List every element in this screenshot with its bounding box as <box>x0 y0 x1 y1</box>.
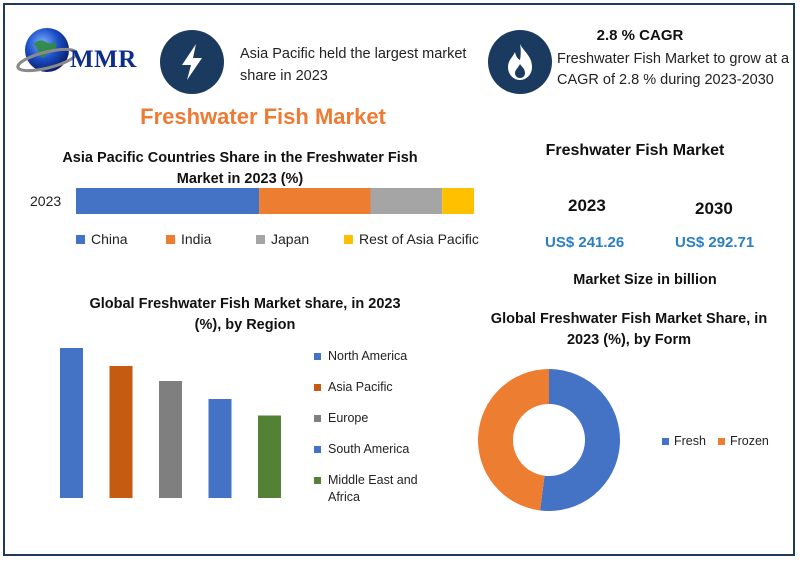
legend-label: Fresh <box>674 434 706 448</box>
legend-swatch <box>76 234 85 244</box>
form-donut-chart <box>478 369 621 511</box>
stacked-bar-legend: China India Japan Rest of Asia Pacific <box>76 231 496 251</box>
legend-swatch <box>662 438 669 445</box>
region-bar-south-america <box>208 399 232 498</box>
region-legend: North America Asia Pacific Europe South Ame… <box>314 348 434 520</box>
legend-item-rest-of-asia-pacific: Rest of Asia Pacific <box>344 231 479 247</box>
legend-label: Japan <box>271 231 310 247</box>
legend-label: Europe <box>328 411 369 425</box>
legend-label: Middle East and Africa <box>328 473 418 504</box>
legend-item-fresh: Fresh <box>662 433 706 450</box>
donut-slice-fresh <box>540 369 621 511</box>
region-bar-middle-east-and-africa <box>258 415 281 498</box>
legend-item-frozen: Frozen <box>717 433 769 450</box>
legend-swatch <box>314 446 321 453</box>
stacked-bar-year-label: 2023 <box>30 193 62 209</box>
mmr-logo: MMR <box>14 20 154 90</box>
legend-item-japan: Japan <box>256 231 309 247</box>
legend-item-asia-pacific: Asia Pacific <box>314 379 434 396</box>
legend-item-india: India <box>166 231 211 247</box>
stacked-segment-japan <box>370 188 443 214</box>
value-2023: US$ 241.26 <box>545 234 625 251</box>
legend-swatch <box>314 384 321 391</box>
legend-label: India <box>181 231 212 247</box>
form-chart-title: Global Freshwater Fish Market Share, in … <box>490 311 768 348</box>
region-bar-asia-pacific <box>109 366 133 498</box>
legend-swatch <box>314 477 321 484</box>
main-title: Freshwater Fish Market <box>140 104 386 129</box>
region-bar-europe <box>159 381 182 498</box>
infographic-frame <box>3 3 795 556</box>
legend-label: South America <box>328 442 410 456</box>
country-share-title: Asia Pacific Countries Share in the Fres… <box>62 150 418 187</box>
legend-label: Asia Pacific <box>328 380 393 394</box>
legend-item-south-america: South America <box>314 441 434 458</box>
market-size-title: Freshwater Fish Market <box>545 142 725 159</box>
year-2023-label: 2023 <box>568 196 606 215</box>
legend-label: Frozen <box>729 434 769 448</box>
form-legend: Fresh Frozen <box>662 433 782 450</box>
legend-label: North America <box>328 349 408 363</box>
legend-item-middle-east-and-africa: Middle East and Africa <box>314 472 434 506</box>
legend-swatch <box>314 353 321 360</box>
stacked-segment-china <box>76 188 260 214</box>
year-2030-label: 2030 <box>695 199 733 218</box>
legend-swatch <box>256 234 265 244</box>
region-bar-north-america <box>60 348 83 498</box>
legend-item-china: China <box>76 231 128 247</box>
value-2030: US$ 292.71 <box>675 234 755 251</box>
market-size-unit: Market Size in billion <box>573 272 717 288</box>
legend-item-europe: Europe <box>314 410 434 427</box>
asia-pacific-note: Asia Pacific held the largest market sha… <box>240 46 467 84</box>
stacked-segment-rest-of-asia-pacific <box>442 188 474 214</box>
stacked-segment-india <box>259 188 371 214</box>
legend-swatch <box>314 415 321 422</box>
stacked-bar-chart <box>76 188 474 214</box>
legend-swatch <box>166 234 175 244</box>
cagr-title: 2.8 % CAGR <box>596 27 684 44</box>
region-chart-title: Global Freshwater Fish Market share, in … <box>89 296 401 333</box>
lightning-icon <box>160 30 224 94</box>
brand-name: MMR <box>70 46 137 73</box>
legend-label: China <box>91 231 128 247</box>
legend-item-north-america: North America <box>314 348 434 365</box>
cagr-description: Freshwater Fish Market to grow at a CAGR… <box>557 51 790 88</box>
legend-swatch <box>717 438 725 445</box>
legend-swatch <box>344 234 353 244</box>
globe-logo-icon <box>16 28 78 73</box>
region-bar-chart <box>60 348 281 498</box>
legend-label: Rest of Asia Pacific <box>359 231 479 247</box>
donut-slice-frozen <box>478 369 549 511</box>
flame-icon <box>488 30 552 94</box>
